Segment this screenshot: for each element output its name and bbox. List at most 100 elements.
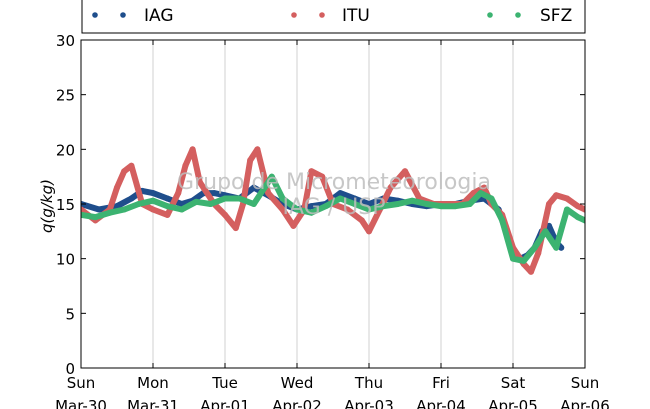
data-point (290, 222, 297, 229)
data-point (150, 197, 156, 204)
data-point (366, 206, 372, 213)
data-point (366, 228, 372, 235)
data-point (322, 203, 329, 210)
data-point (380, 203, 387, 210)
data-point (164, 195, 171, 202)
data-point (265, 190, 272, 197)
data-point (553, 244, 560, 251)
y-tick-label: 15 (56, 196, 75, 214)
data-point (114, 184, 120, 191)
data-point (164, 211, 171, 218)
data-point (553, 192, 560, 199)
data-point (247, 157, 254, 164)
data-point (261, 184, 268, 191)
data-point (351, 201, 358, 207)
legend-marker (515, 12, 521, 18)
data-point (196, 179, 203, 186)
data-point (319, 173, 326, 180)
data-point (366, 201, 372, 207)
x-tick-day-label: Fri (432, 374, 450, 392)
watermark-line-1: Grupo de Micrometeorologia (177, 170, 491, 195)
data-point (308, 209, 315, 216)
data-point (232, 225, 239, 232)
data-point (582, 217, 585, 224)
data-point (574, 214, 581, 221)
data-point (135, 201, 142, 207)
data-point (81, 206, 84, 213)
data-point (535, 250, 542, 257)
data-point (128, 195, 135, 202)
data-point (528, 268, 534, 275)
x-tick-day-label: Sat (501, 374, 526, 392)
data-point (337, 190, 344, 197)
data-point (92, 214, 99, 221)
data-point (250, 201, 257, 207)
data-point (337, 195, 344, 202)
data-point (175, 190, 182, 197)
legend-label: ITU (342, 6, 370, 26)
data-point (268, 173, 275, 180)
x-tick-day-label: Sun (571, 374, 600, 392)
y-axis-label: q(g/kg) (38, 179, 56, 233)
data-point (438, 203, 444, 210)
data-point (308, 168, 315, 175)
data-point (294, 206, 300, 213)
x-tick-day-label: Tue (211, 374, 238, 392)
x-tick-date-label: Apr-04 (416, 397, 466, 409)
data-point (564, 195, 570, 202)
watermark: Grupo de Micrometeorologia IAG / USP (177, 170, 491, 220)
legend-marker (291, 12, 297, 18)
x-tick-date-label: Apr-02 (272, 397, 322, 409)
data-point (481, 184, 488, 191)
data-point (106, 209, 113, 216)
data-point (452, 203, 459, 210)
data-point (358, 217, 365, 224)
legend-item-iag: IAG (92, 6, 174, 26)
data-point (279, 195, 286, 202)
y-tick-label: 0 (65, 360, 75, 378)
y-tick-label: 5 (65, 305, 75, 323)
legend-label: SFZ (540, 6, 572, 26)
data-point (164, 203, 171, 210)
x-tick-day-label: Thu (354, 374, 383, 392)
data-point (96, 206, 102, 213)
legend-marker (319, 12, 325, 18)
data-point (477, 190, 484, 197)
x-tick-date-label: Apr-03 (344, 397, 394, 409)
data-point (542, 228, 549, 235)
x-tick-day-label: Wed (281, 374, 314, 392)
data-point (211, 190, 218, 197)
data-point (394, 201, 401, 207)
data-point (128, 162, 135, 169)
data-point (499, 217, 506, 224)
y-tick-label: 25 (56, 87, 75, 105)
data-point (236, 195, 243, 202)
data-point (121, 206, 128, 213)
data-point (351, 195, 358, 202)
data-point (81, 211, 84, 218)
x-tick-date-label: Apr-06 (560, 397, 610, 409)
legend: IAG ITU SFZ (81, 0, 586, 34)
data-point (423, 201, 430, 207)
legend-frame (81, 0, 586, 34)
axes: Sun Mar-30 Mon Mar-31 Tue Apr-01 Wed Apr-02 Thu A… (55, 32, 610, 409)
data-point (558, 244, 565, 251)
data-point (409, 197, 416, 204)
x-tick-date-label: Mar-31 (127, 397, 179, 409)
data-point (520, 257, 527, 264)
data-point (564, 206, 570, 213)
data-point (178, 206, 185, 213)
data-point (344, 206, 351, 213)
series-line (81, 173, 585, 264)
y-tick-label: 20 (56, 141, 75, 159)
x-tick-date-label: Apr-05 (488, 397, 538, 409)
y-tick-label: 30 (56, 32, 75, 50)
data-point (222, 195, 228, 202)
data-point (402, 168, 408, 175)
x-tick-day-label: Mon (137, 374, 169, 392)
data-point (510, 255, 516, 262)
data-point (182, 162, 189, 169)
data-point (250, 184, 257, 191)
data-point (150, 206, 156, 213)
data-point (254, 146, 261, 153)
